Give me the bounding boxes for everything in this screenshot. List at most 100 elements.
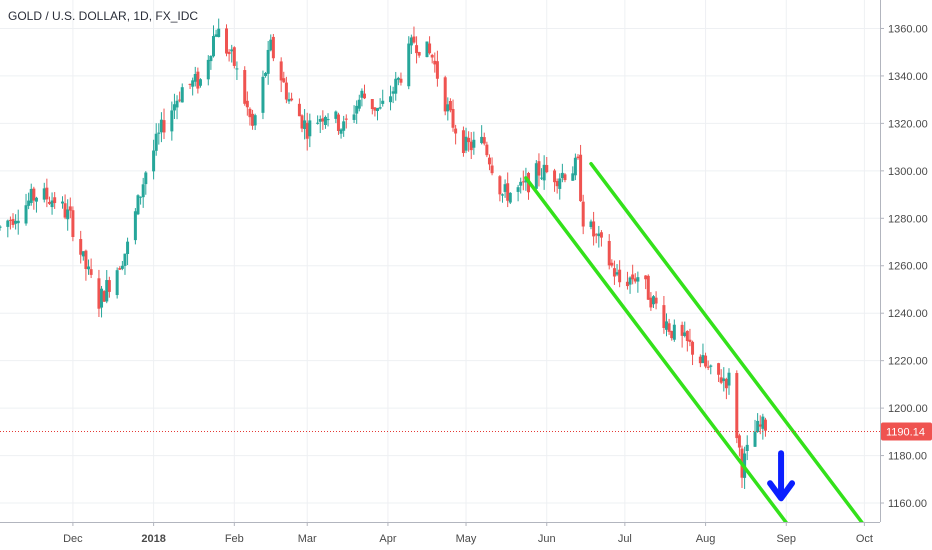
candle-body	[373, 107, 377, 111]
candle-body	[519, 181, 523, 186]
candle-body	[81, 251, 85, 257]
candle-body	[670, 330, 674, 339]
candle-body	[89, 269, 93, 275]
candle-body	[253, 115, 257, 126]
candle-body	[211, 36, 215, 57]
candle-body	[269, 39, 273, 51]
candle-body	[144, 172, 148, 185]
candle-body	[683, 332, 687, 337]
candle-body	[360, 90, 364, 98]
candle-body	[425, 41, 429, 58]
candle-body	[79, 239, 83, 255]
candle-body	[430, 54, 434, 58]
x-tick-label: Oct	[856, 533, 873, 545]
y-tick-label: 1340.00	[888, 71, 928, 83]
candle-body	[71, 210, 75, 237]
y-tick-label: 1160.00	[888, 498, 927, 510]
candle-body	[326, 119, 330, 121]
candle-body	[123, 253, 127, 266]
candle-body	[415, 45, 419, 54]
candle-body	[592, 221, 596, 237]
x-tick-label: Jun	[538, 533, 556, 545]
candle-body	[628, 277, 632, 285]
candle-body	[180, 87, 184, 103]
candle-body	[558, 178, 562, 189]
candle-body	[16, 220, 20, 224]
candle-body	[266, 49, 270, 74]
candle-body	[381, 100, 385, 104]
candle-body	[701, 355, 705, 364]
candle-body	[745, 444, 749, 451]
candle-body	[753, 431, 757, 447]
candle-body	[193, 74, 197, 82]
candle-body	[27, 200, 31, 206]
candle-body	[357, 99, 361, 109]
candle-body	[555, 180, 559, 187]
candle-body	[87, 266, 91, 270]
candle-body	[303, 120, 307, 130]
channel-line-lower	[524, 176, 804, 546]
candle-body	[446, 104, 450, 112]
candle-body	[60, 201, 64, 204]
x-tick-label: Mar	[298, 533, 317, 545]
candle-body	[521, 181, 525, 183]
candle-body	[107, 280, 111, 292]
candle-body	[191, 80, 195, 87]
candle-body	[279, 61, 283, 81]
candle-body	[500, 194, 504, 196]
candle-body	[300, 115, 304, 129]
candle-body	[589, 221, 593, 228]
candle-body	[443, 77, 447, 112]
candle-body	[506, 183, 510, 201]
candle-body	[625, 281, 629, 287]
candle-body	[172, 104, 176, 111]
last-price-label: 1190.14	[886, 427, 925, 439]
candle-body	[719, 377, 723, 383]
candle-body	[196, 71, 200, 89]
candle-body	[727, 372, 731, 386]
x-tick-label: Sep	[776, 533, 796, 545]
grid-lines	[0, 0, 880, 522]
candle-body	[170, 110, 174, 132]
y-tick-label: 1280.00	[888, 213, 928, 225]
candle-body	[581, 201, 585, 227]
y-tick-label: 1260.00	[888, 261, 928, 273]
candle-body	[297, 103, 301, 117]
candle-body	[136, 195, 140, 215]
candle-body	[389, 96, 393, 103]
x-tick-label: Jul	[618, 533, 632, 545]
candle-body	[287, 99, 291, 102]
candle-body	[323, 116, 327, 125]
candle-body	[573, 157, 577, 176]
y-tick-label: 1220.00	[888, 356, 928, 368]
candle-body	[282, 78, 286, 83]
candle-body	[646, 275, 650, 300]
candle-body	[698, 356, 702, 364]
candle-body	[662, 305, 666, 328]
candle-body	[235, 68, 239, 70]
candle-body	[469, 141, 473, 151]
candle-body	[376, 108, 380, 112]
candle-body	[334, 111, 338, 119]
candle-body	[271, 36, 275, 59]
candle-body	[141, 184, 145, 198]
candle-body	[758, 424, 762, 427]
x-axis: Dec 2018 Feb Mar Apr May Jun Jul Aug Sep Oct	[0, 522, 932, 550]
candle-body	[154, 133, 158, 151]
candle-body	[706, 366, 710, 368]
candle-body	[206, 59, 210, 80]
candle-body	[680, 324, 684, 336]
candle-body	[133, 211, 137, 241]
candle-body	[50, 200, 54, 208]
candle-body	[394, 78, 398, 94]
last-price-tag: 1190.14	[881, 422, 932, 441]
candle-body	[336, 114, 340, 131]
candle-body	[198, 79, 202, 86]
candle-body	[245, 100, 249, 108]
candle-body	[472, 139, 476, 148]
candle-body	[0, 226, 2, 228]
candle-body	[461, 130, 465, 154]
candle-body	[378, 107, 382, 109]
candle-body	[553, 170, 557, 183]
